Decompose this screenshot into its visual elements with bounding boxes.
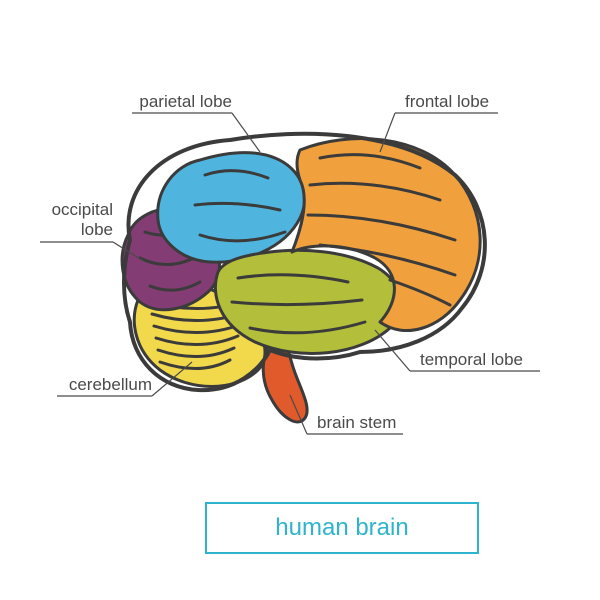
label-brain-stem: brain stem bbox=[317, 413, 396, 433]
diagram-title: human brain bbox=[205, 502, 479, 554]
label-parietal-lobe: parietal lobe bbox=[139, 92, 232, 112]
label-temporal-lobe: temporal lobe bbox=[420, 350, 523, 370]
label-frontal-lobe: frontal lobe bbox=[405, 92, 489, 112]
title-text: human brain bbox=[275, 514, 408, 541]
label-occipital-lobe: occipital lobe bbox=[52, 200, 113, 239]
label-cerebellum: cerebellum bbox=[69, 375, 152, 395]
